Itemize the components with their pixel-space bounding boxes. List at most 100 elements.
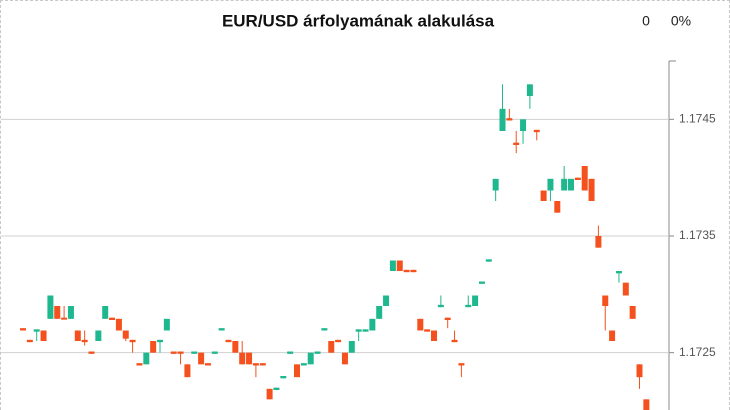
candle-body — [259, 363, 266, 366]
candle-body — [122, 330, 129, 339]
candle-body — [252, 363, 259, 366]
candle-body — [465, 304, 472, 308]
candle-body — [636, 364, 643, 378]
candle-body — [437, 304, 444, 308]
candle-body — [102, 306, 109, 319]
candle-body — [177, 351, 184, 354]
candle-body — [26, 339, 33, 343]
candle-body — [204, 363, 211, 366]
candle-body — [602, 295, 609, 306]
candle-body — [54, 306, 61, 319]
candle-body — [74, 330, 81, 341]
candle-body — [300, 363, 307, 366]
candle-body — [95, 330, 102, 341]
candle-body — [218, 328, 225, 331]
candle-body — [492, 178, 499, 191]
candle-body — [410, 269, 417, 273]
candle-body — [314, 351, 321, 354]
candle-body — [273, 387, 280, 390]
candle-body — [629, 306, 636, 319]
candle-body — [115, 318, 122, 331]
candle-body — [225, 339, 232, 343]
candle-body — [458, 363, 465, 366]
candle-body — [239, 352, 246, 365]
candle-body — [595, 236, 602, 248]
candle-body — [67, 306, 74, 319]
candle-body — [499, 108, 506, 131]
candle-body — [341, 352, 348, 365]
candle-body — [533, 129, 540, 133]
candle-body — [417, 318, 424, 331]
candle-body — [157, 339, 163, 343]
candle-body — [211, 351, 218, 354]
header-change: 0% — [671, 13, 691, 29]
candle-body — [143, 352, 150, 365]
candle-body — [191, 351, 198, 354]
candle-body — [88, 351, 95, 354]
candle-body — [61, 317, 68, 320]
candle-body — [246, 352, 253, 365]
candle-body — [383, 295, 390, 306]
candle-body — [47, 295, 54, 319]
y-tick-label: 1.1745 — [679, 112, 716, 126]
candle-body — [615, 271, 622, 274]
candle-body — [643, 399, 650, 410]
candle-body — [328, 341, 335, 353]
candle-body — [307, 352, 314, 365]
candle-body — [184, 364, 191, 378]
candle-body — [355, 329, 362, 332]
candle-body — [376, 306, 383, 319]
candle-body — [526, 84, 533, 96]
candle-body — [109, 317, 116, 320]
candle-body — [280, 376, 287, 379]
candle-body — [136, 363, 143, 366]
candle-body — [554, 201, 561, 213]
candle-body — [150, 341, 157, 353]
candle-body — [362, 329, 369, 332]
candle-body — [321, 328, 328, 331]
candle-body — [622, 282, 629, 296]
candle-body — [287, 351, 294, 354]
candle-body — [574, 177, 581, 180]
candle-body — [266, 388, 273, 400]
y-tick-label: 1.1725 — [679, 345, 716, 359]
candle-body — [335, 339, 342, 343]
candle-body — [513, 142, 520, 145]
candle-body — [20, 328, 26, 331]
candle-body — [568, 178, 574, 191]
candle-body — [478, 281, 485, 284]
candle-body — [424, 329, 431, 332]
candle-body — [369, 318, 376, 331]
header-value: 0 — [642, 13, 650, 29]
candle-body — [294, 364, 300, 378]
candle-body — [444, 317, 451, 320]
candle-body — [451, 339, 458, 343]
candle-body — [520, 119, 527, 131]
candle-body — [485, 259, 492, 262]
candle-body — [129, 339, 136, 343]
candle-body — [547, 178, 554, 191]
candle-body — [389, 260, 396, 271]
candle-body — [403, 269, 410, 273]
candle-body — [170, 351, 177, 354]
y-tick-label: 1.1735 — [679, 228, 716, 242]
candle-body — [431, 330, 437, 341]
candle-body — [40, 330, 47, 341]
candle-body — [561, 178, 568, 191]
candle-body — [540, 190, 547, 201]
candle-body — [581, 166, 588, 191]
candle-body — [163, 318, 170, 331]
candle-body — [396, 260, 403, 271]
candle-body — [348, 341, 355, 353]
candle-body — [506, 118, 513, 121]
candle-body — [81, 339, 88, 343]
candle-body — [609, 330, 616, 341]
chart-title: EUR/USD árfolyamának alakulása — [222, 11, 495, 30]
candle-body — [472, 295, 479, 306]
candle-body — [33, 329, 40, 332]
candle-body — [588, 178, 595, 201]
candle-body — [232, 341, 239, 353]
candle-body — [198, 352, 205, 365]
